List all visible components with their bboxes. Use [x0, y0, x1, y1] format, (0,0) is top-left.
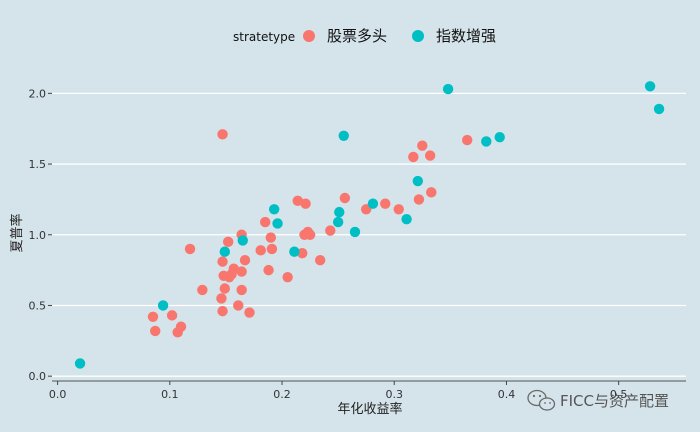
point-zhishu [401, 214, 412, 225]
x-tick-label: 0.1 [161, 388, 179, 401]
point-gupiao [424, 150, 436, 161]
point-zhishu [272, 218, 283, 229]
watermark-text: FICC与资产配置 [560, 392, 669, 410]
point-gupiao [263, 264, 274, 276]
point-zhishu [494, 131, 505, 143]
point-gupiao [233, 300, 244, 311]
point-zhishu [338, 130, 349, 141]
point-gupiao [255, 245, 266, 256]
point-gupiao [244, 307, 255, 318]
x-tick-label: 0.2 [273, 388, 291, 401]
point-gupiao [166, 310, 178, 321]
x-axis-title: 年化收益率 [337, 401, 402, 417]
point-gupiao [393, 204, 404, 215]
y-tick-label: 0.5 [29, 299, 47, 312]
point-gupiao [175, 321, 187, 332]
point-gupiao [339, 192, 351, 204]
y-tick-label: 0.0 [29, 370, 47, 383]
point-gupiao [239, 255, 251, 266]
axes: 0.0 0.5 1.0 1.5 2.0 0.0 0.1 0.2 0.3 0.4 0.5 [29, 87, 686, 401]
data-points [74, 81, 665, 369]
point-gupiao [314, 255, 326, 266]
legend-label-gupiao: 股票多头 [327, 27, 387, 45]
point-gupiao [219, 283, 231, 294]
y-tick-label: 1.5 [29, 158, 47, 171]
point-gupiao [222, 236, 234, 248]
point-zhishu [412, 175, 424, 187]
point-zhishu [268, 204, 280, 215]
point-zhishu [349, 226, 361, 238]
x-tick-label: 0.0 [49, 388, 67, 401]
point-gupiao [265, 232, 277, 243]
point-zhishu [289, 246, 300, 257]
point-zhishu [334, 206, 345, 218]
point-zhishu [237, 235, 248, 246]
point-gupiao [228, 263, 239, 274]
point-gupiao [417, 140, 428, 151]
point-gupiao [380, 198, 391, 209]
point-gupiao [236, 284, 247, 296]
point-gupiao [426, 187, 437, 198]
point-gupiao [150, 325, 161, 337]
point-gupiao [217, 256, 228, 267]
point-zhishu [332, 216, 344, 228]
watermark: FICC与资产配置 [527, 389, 669, 411]
point-gupiao [461, 134, 473, 146]
point-gupiao [325, 225, 336, 236]
point-zhishu [653, 103, 665, 115]
point-gupiao [282, 271, 293, 283]
point-gupiao [304, 229, 316, 240]
point-gupiao [147, 311, 159, 322]
point-zhishu [367, 198, 379, 209]
point-gupiao [266, 243, 278, 255]
point-gupiao [408, 151, 419, 163]
legend-swatch-zhishu [412, 30, 424, 42]
point-gupiao [184, 243, 196, 255]
point-gupiao [260, 216, 271, 228]
x-tick-label: 0.3 [385, 388, 403, 401]
legend-swatch-gupiao [303, 30, 315, 42]
point-gupiao [292, 195, 303, 207]
point-zhishu [74, 358, 86, 369]
point-zhishu [219, 246, 231, 257]
point-gupiao [216, 293, 227, 304]
legend-label-zhishu: 指数增强 [436, 27, 496, 45]
y-axis-title: 夏普率 [9, 213, 25, 252]
legend: stratetype 股票多头 指数增强 [233, 27, 496, 45]
point-zhishu [157, 300, 169, 311]
point-gupiao [197, 284, 208, 296]
point-gupiao [413, 194, 425, 205]
point-gupiao [300, 198, 311, 209]
point-zhishu [442, 83, 454, 95]
x-tick-label: 0.4 [498, 388, 516, 401]
point-gupiao [217, 305, 228, 317]
point-gupiao [297, 247, 308, 259]
point-gupiao [236, 266, 247, 277]
grid-lines [52, 92, 686, 377]
point-zhishu [644, 81, 656, 92]
point-zhishu [481, 136, 492, 147]
legend-title: stratetype [233, 30, 295, 44]
wechat-icon [527, 389, 556, 411]
y-tick-label: 2.0 [29, 87, 47, 100]
y-tick-label: 1.0 [29, 229, 47, 242]
x-tick-label: 0.5 [610, 388, 628, 401]
point-gupiao [217, 129, 228, 140]
